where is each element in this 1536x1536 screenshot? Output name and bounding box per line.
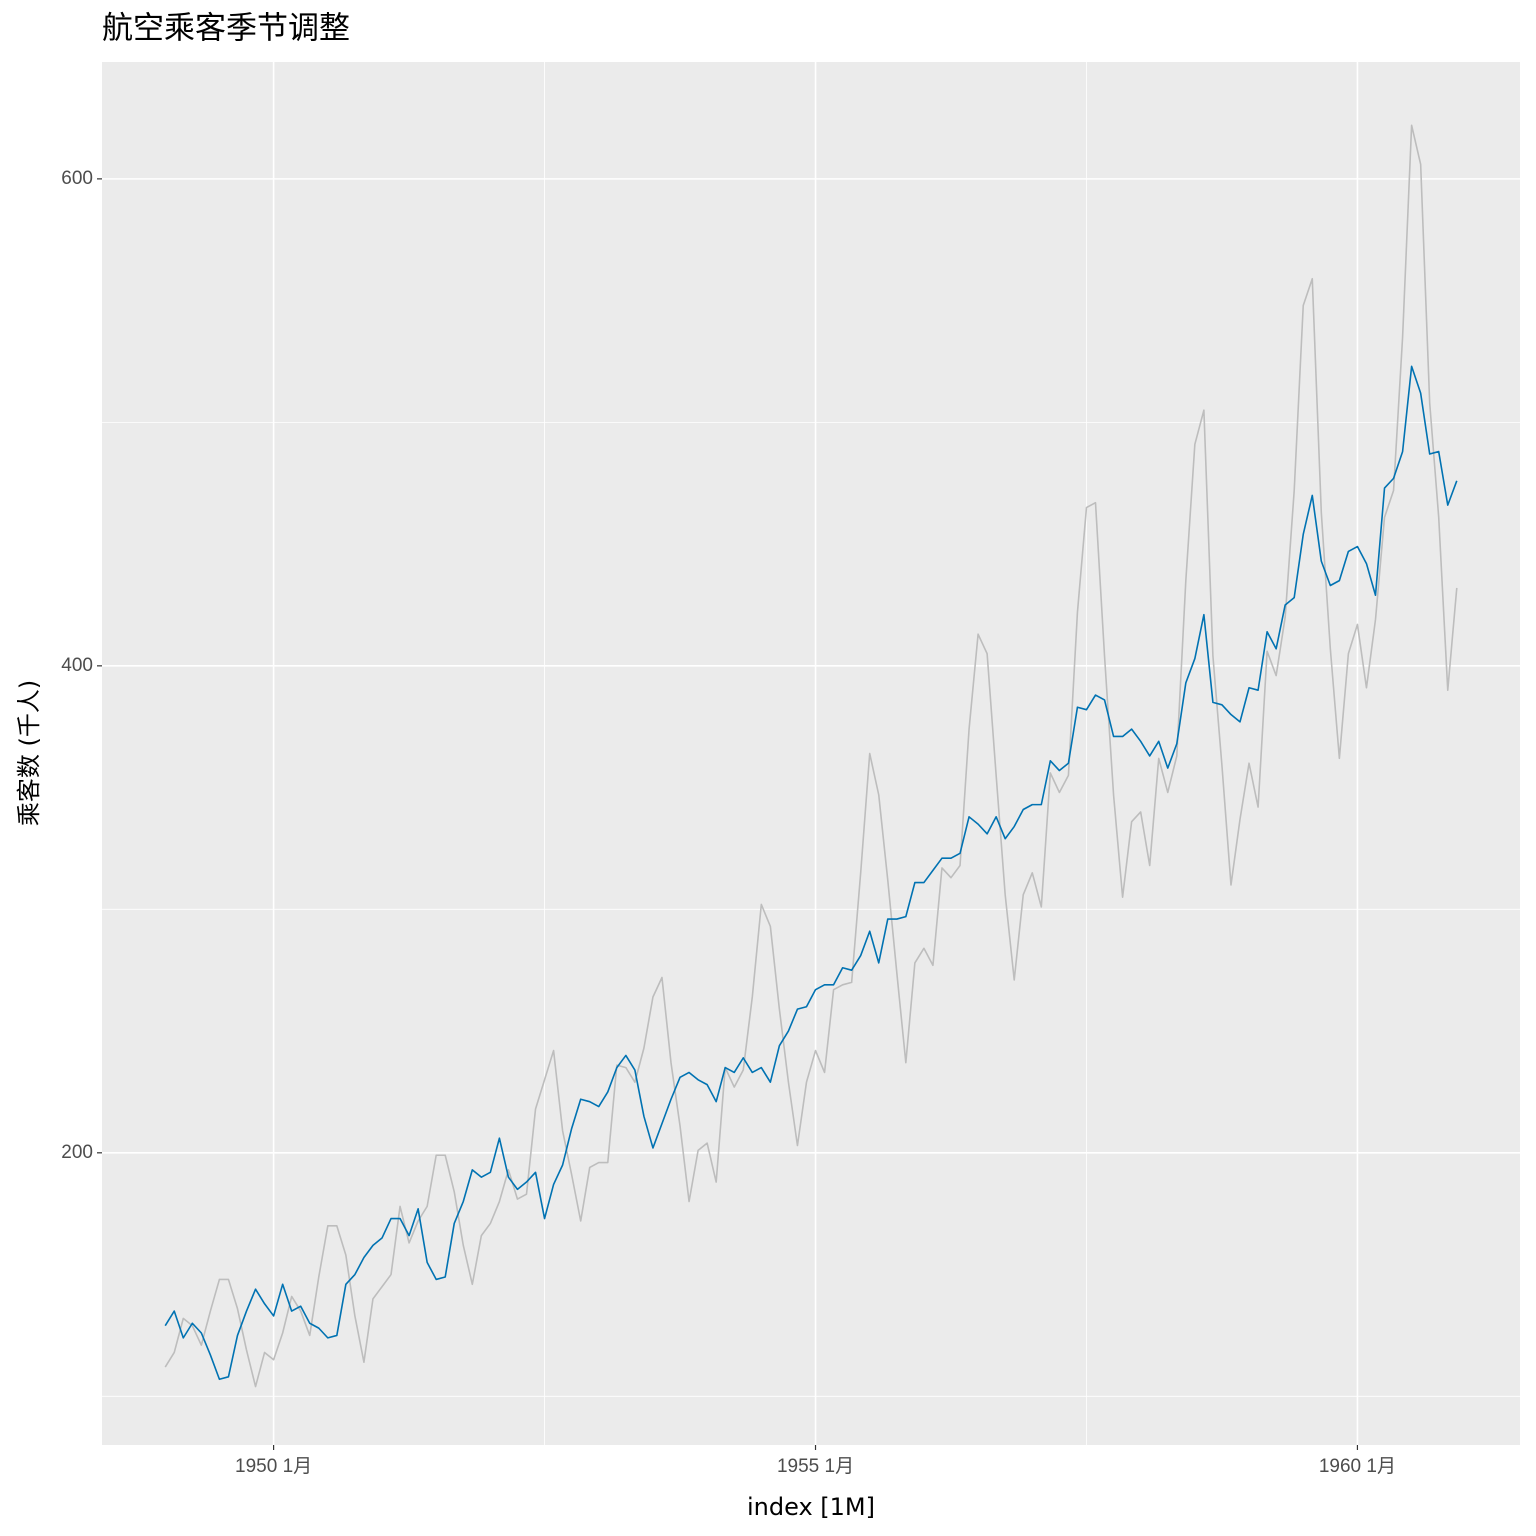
chart-title: 航空乘客季节调整 [102,11,350,47]
x-tick-label: 1960 1月 [1319,1456,1396,1477]
data-line [164,124,1458,1388]
plot-panel [102,62,1520,1445]
y-tick-label: 600 [61,168,93,189]
x-axis-label: index [1M] [747,1493,875,1521]
data-line [164,365,1458,1381]
x-tick-label: 1955 1月 [777,1456,854,1477]
y-tick-label: 400 [61,655,93,676]
y-tick-label: 200 [61,1142,93,1163]
x-tick-label: 1950 1月 [235,1456,312,1477]
y-axis-label: 乘客数 (千人) [15,680,43,826]
